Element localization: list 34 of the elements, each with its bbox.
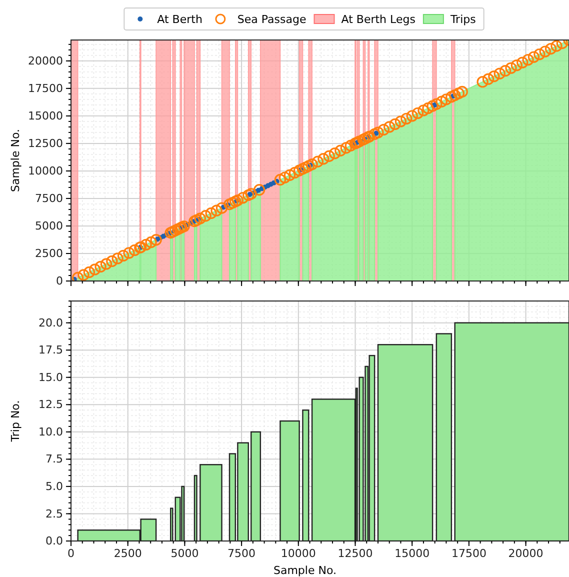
y-tick-label: 20000 xyxy=(28,54,63,68)
y-tick-label: 5000 xyxy=(35,219,63,232)
y-tick-label: 15000 xyxy=(28,109,63,122)
legend-label: At Berth Legs xyxy=(341,13,416,26)
y-axis-title: Sample No. xyxy=(9,128,22,192)
x-tick-label: 10000 xyxy=(280,546,316,560)
x-tick-label: 0 xyxy=(68,546,74,560)
y-tick-label: 0 xyxy=(56,274,63,288)
legend-label: Sea Passage xyxy=(237,13,306,26)
y-tick-label: 12.5 xyxy=(38,398,63,412)
y-tick-label: 10000 xyxy=(28,164,63,178)
y-tick-label: 2.5 xyxy=(46,507,63,520)
y-tick-label: 7500 xyxy=(35,192,63,205)
x-tick-label: 2500 xyxy=(114,546,142,560)
x-tick-label: 20000 xyxy=(508,546,544,560)
y-tick-label: 12500 xyxy=(28,136,63,150)
y-axis-title: Trip No. xyxy=(9,400,22,443)
x-tick-label: 7500 xyxy=(228,546,256,560)
y-tick-label: 2500 xyxy=(35,247,63,260)
legend-label: Trips xyxy=(449,13,476,26)
x-tick-label: 17500 xyxy=(451,546,486,560)
y-tick-label: 17.5 xyxy=(38,344,63,357)
y-tick-label: 15.0 xyxy=(38,370,63,384)
x-tick-label: 15000 xyxy=(394,546,430,560)
y-tick-label: 5.0 xyxy=(46,480,63,493)
legend-label: At Berth xyxy=(157,13,202,26)
y-tick-label: 10.0 xyxy=(38,425,63,438)
y-tick-label: 0.0 xyxy=(46,534,63,548)
y-tick-label: 20.0 xyxy=(38,316,63,330)
y-tick-label: 7.5 xyxy=(46,452,63,466)
y-tick-label: 17500 xyxy=(28,82,63,95)
x-tick-label: 12500 xyxy=(338,546,373,560)
x-tick-label: 5000 xyxy=(170,546,199,560)
x-axis-title: Sample No. xyxy=(273,564,337,577)
